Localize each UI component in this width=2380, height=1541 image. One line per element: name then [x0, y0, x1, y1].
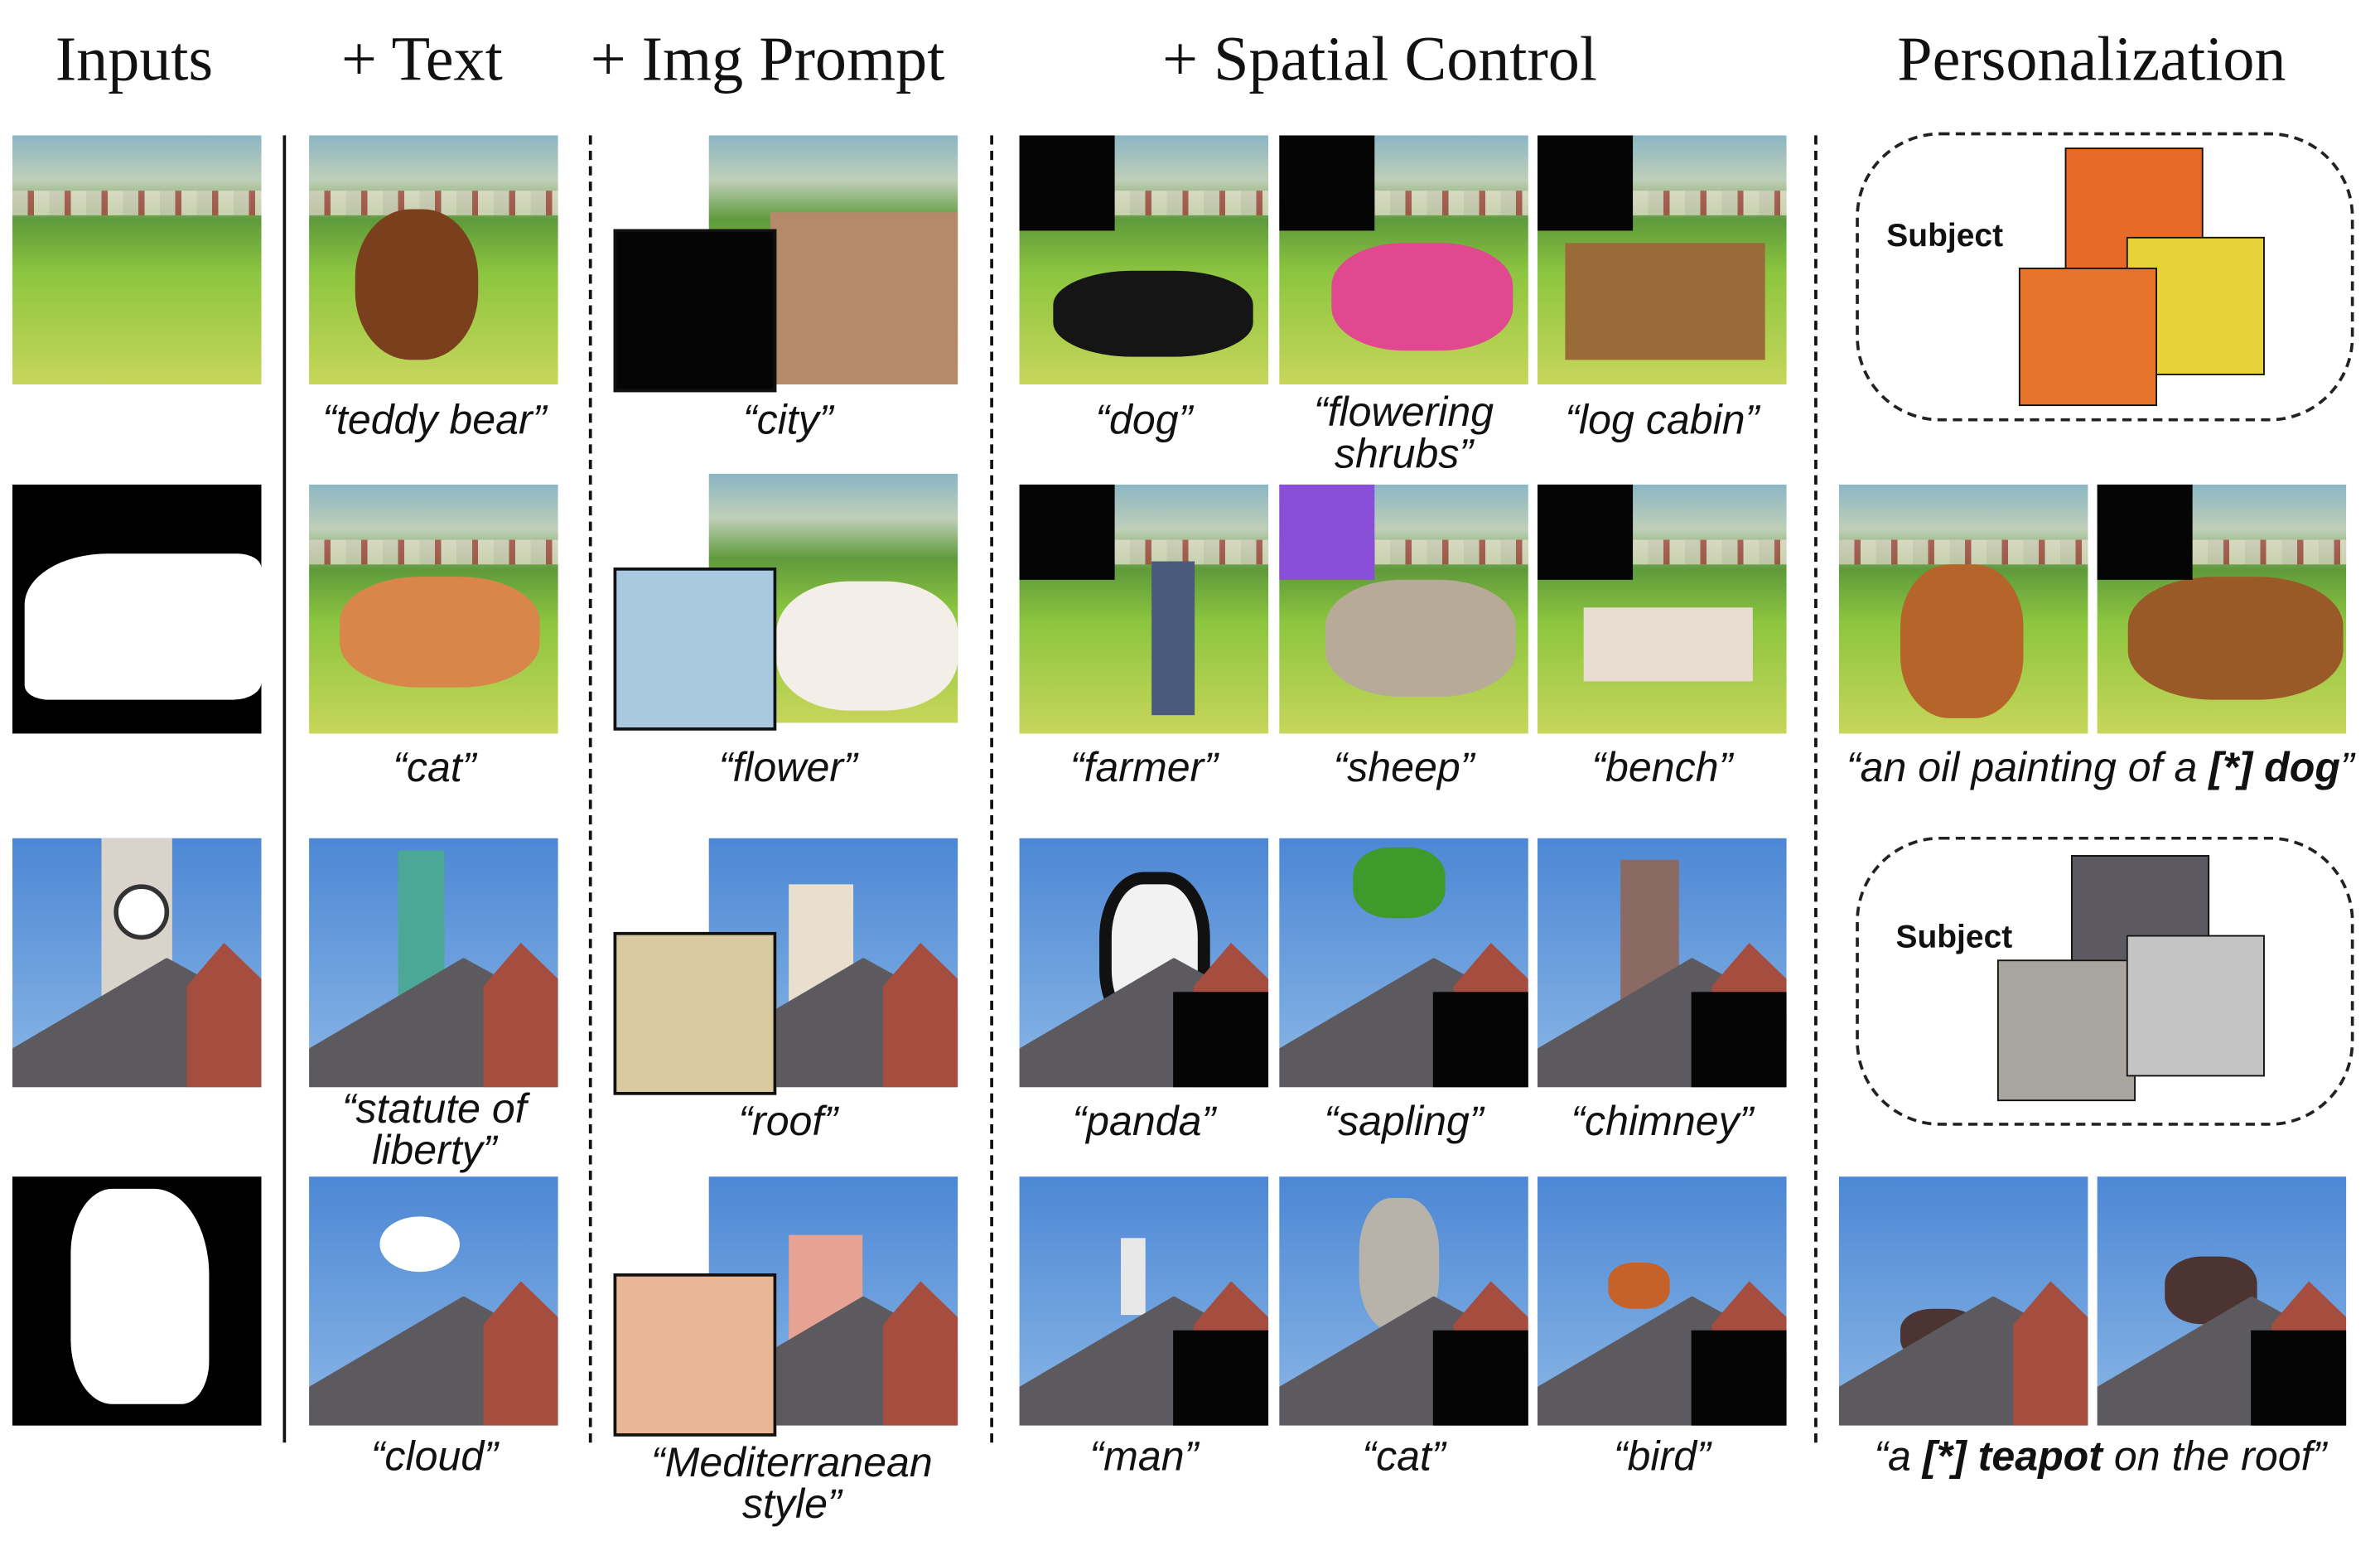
img-prompt-inset-mediterranean [613, 1273, 777, 1437]
img-prompt-inset-building [613, 931, 777, 1095]
caption-flowering-shrubs: “flowering shrubs” [1313, 389, 1494, 477]
separator-spatial [1814, 135, 1818, 1443]
caption-panda: “panda” [1072, 1098, 1216, 1145]
caption-roof: “roof” [738, 1098, 838, 1145]
separator-inputs [282, 135, 287, 1443]
caption-oil-painting-dog: “an oil painting of a [*] dog” [1846, 744, 2354, 791]
subject-photo-dog-3 [2018, 267, 2157, 407]
text-result-statue-of-liberty [309, 838, 558, 1088]
spatial-result-man [1019, 1176, 1269, 1426]
separator-img-prompt [990, 135, 993, 1443]
caption-chimney: “chimney” [1571, 1098, 1754, 1145]
caption-bench: “bench” [1591, 744, 1733, 791]
header-inputs: Inputs [55, 22, 214, 94]
caption-flower: “flower” [718, 744, 857, 791]
caption-mediterranean-style: “Mediterranean style” [650, 1439, 933, 1528]
subject-box-teapot: Subject [1856, 836, 2354, 1126]
caption-teddy-bear: “teddy bear” [322, 396, 547, 443]
caption-statue-of-liberty: “statute of liberty” [341, 1085, 527, 1174]
spatial-result-chimney [1538, 838, 1787, 1088]
subject-photo-teapot-3 [2126, 935, 2265, 1077]
caption-sheep: “sheep” [1333, 744, 1475, 791]
subject-photo-teapot-2 [1996, 959, 2136, 1102]
caption-cat-spatial: “cat” [1362, 1433, 1446, 1480]
header-spatial-control: + Spatial Control [1162, 22, 1597, 94]
spatial-result-flowering-shrubs [1279, 135, 1528, 385]
header-personalization: Personalization [1897, 22, 2286, 94]
input-mask-2 [12, 1176, 262, 1426]
separator-text [588, 135, 592, 1443]
caption-farmer: “farmer” [1069, 744, 1218, 791]
spatial-result-panda [1019, 838, 1269, 1088]
input-mask-1 [12, 484, 262, 734]
spatial-result-farmer [1019, 484, 1269, 734]
spatial-result-dog [1019, 135, 1269, 385]
spatial-result-cat [1279, 1176, 1528, 1426]
spatial-result-sapling [1279, 838, 1528, 1088]
input-rooftop-clocktower [12, 838, 262, 1088]
spatial-result-bird [1538, 1176, 1787, 1426]
img-prompt-inset-night-city [613, 229, 777, 393]
caption-city: “city” [742, 396, 833, 443]
personalization-result-dog-1 [1838, 484, 2088, 734]
spatial-result-sheep [1279, 484, 1528, 734]
subject-label-dog: Subject [1886, 218, 2004, 254]
caption-sapling: “sapling” [1324, 1098, 1484, 1145]
img-prompt-inset-blossom [613, 567, 777, 731]
text-result-cat [309, 484, 558, 734]
caption-teapot-on-roof: “a [*] teapot on the roof” [1874, 1433, 2327, 1480]
subject-box-dog: Subject [1856, 132, 2354, 422]
caption-dog: “dog” [1095, 396, 1193, 443]
spatial-result-log-cabin [1538, 135, 1787, 385]
caption-cat: “cat” [393, 744, 476, 791]
caption-bird: “bird” [1613, 1433, 1711, 1480]
input-painting [12, 135, 262, 385]
spatial-result-bench [1538, 484, 1787, 734]
caption-log-cabin: “log cabin” [1565, 396, 1760, 443]
personalization-result-teapot-2 [2097, 1176, 2347, 1426]
caption-cloud: “cloud” [370, 1433, 498, 1480]
header-img-prompt: + Img Prompt [590, 22, 945, 94]
subject-label-teapot: Subject [1895, 920, 2013, 955]
text-result-cloud [309, 1176, 558, 1426]
text-result-teddy-bear [309, 135, 558, 385]
caption-man: “man” [1089, 1433, 1199, 1480]
personalization-result-dog-2 [2097, 484, 2347, 734]
personalization-result-teapot-1 [1838, 1176, 2088, 1426]
header-text: + Text [341, 22, 503, 94]
